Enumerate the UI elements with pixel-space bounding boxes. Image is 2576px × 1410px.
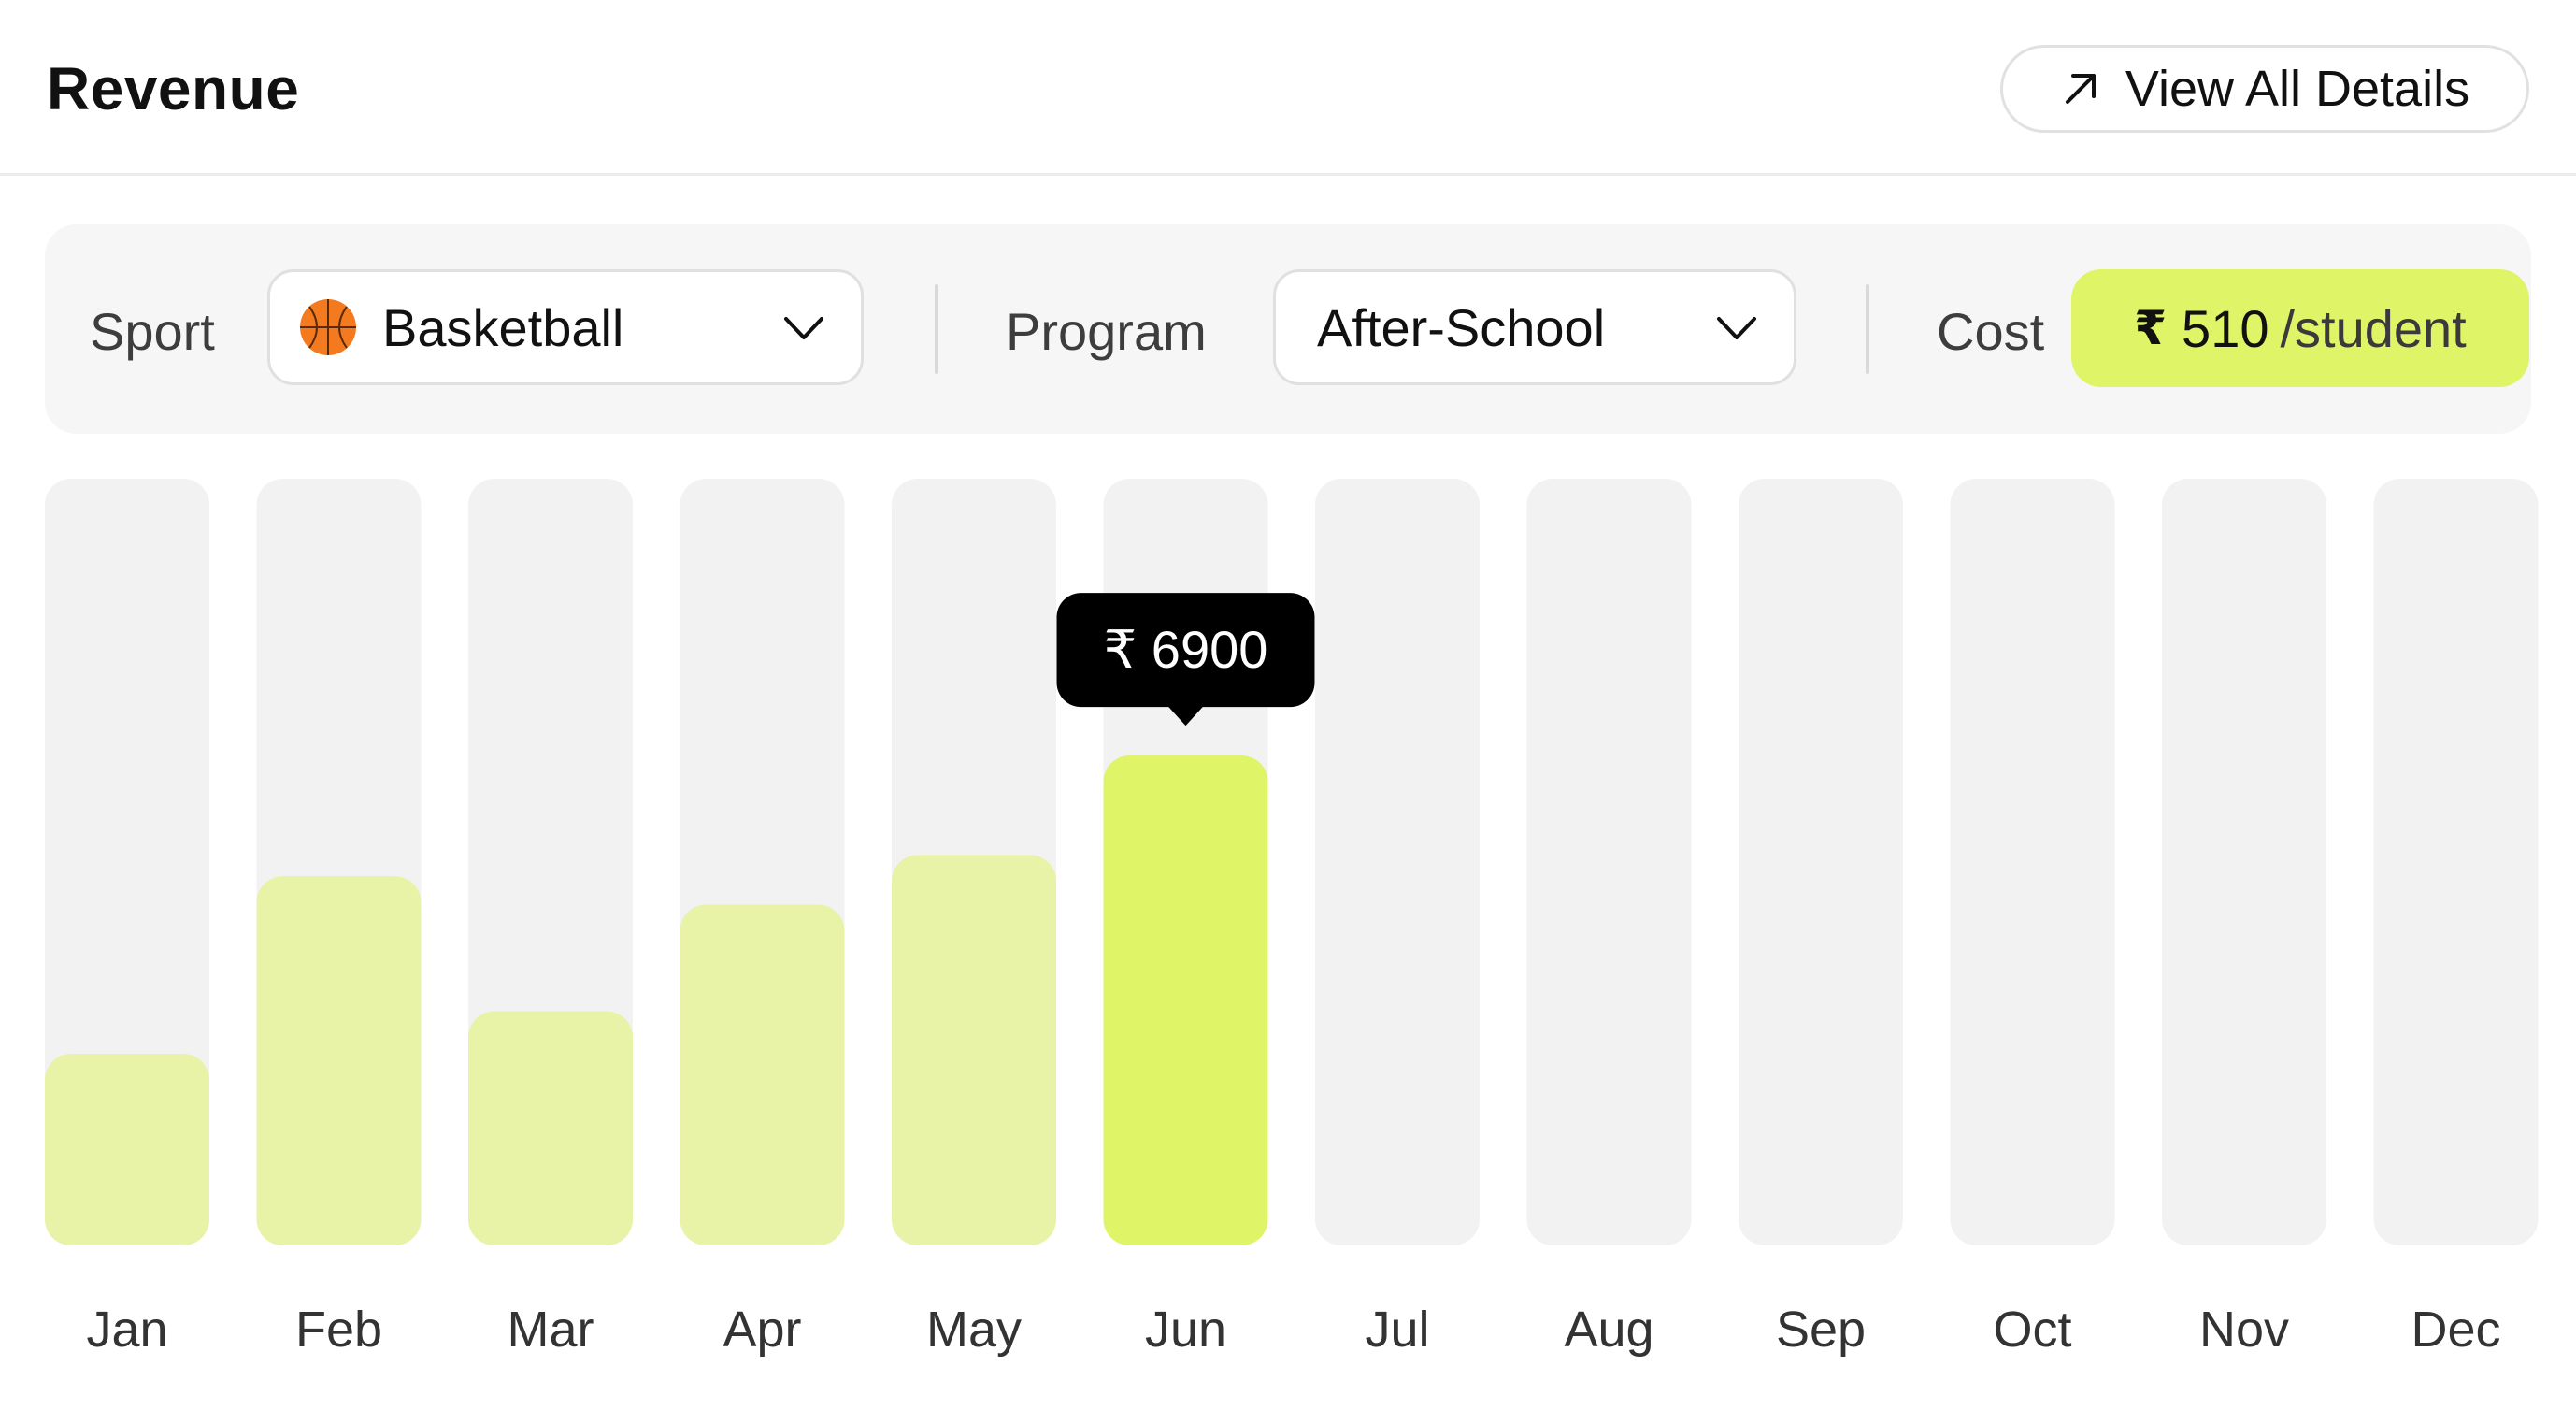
bar-may[interactable] (892, 855, 1056, 1245)
bar-track (1950, 479, 2115, 1245)
program-select-value: After-School (1317, 297, 1606, 357)
bar-feb[interactable] (256, 876, 422, 1245)
x-tick-label: Oct (1993, 1302, 2071, 1358)
x-tick-label: Feb (295, 1302, 382, 1358)
view-all-details-label: View All Details (2125, 61, 2470, 117)
x-tick-label: Aug (1564, 1302, 1653, 1358)
filter-divider (1866, 284, 1869, 374)
bar-jan[interactable] (45, 1054, 209, 1245)
x-tick-label: Mar (508, 1302, 594, 1358)
view-all-details-button[interactable]: View All Details (2000, 45, 2529, 133)
arrow-up-right-icon (2065, 74, 2096, 104)
x-tick-label: Jul (1365, 1302, 1429, 1358)
program-select[interactable]: After-School (1273, 269, 1796, 385)
filter-divider (935, 284, 938, 374)
value-tooltip: ₹ 6900 (1056, 593, 1315, 727)
x-tick-label: Dec (2411, 1302, 2500, 1358)
bar-track (2373, 479, 2539, 1245)
chevron-down-icon (1717, 317, 1756, 339)
bar-track (2162, 479, 2326, 1245)
x-tick-label: Sep (1776, 1302, 1866, 1358)
x-tick-label: Jan (86, 1302, 167, 1358)
x-tick-label: Jun (1145, 1302, 1226, 1358)
program-label: Program (1006, 302, 1207, 361)
basketball-icon (300, 299, 356, 355)
bar-apr[interactable] (680, 904, 845, 1245)
tooltip-value: ₹ 6900 (1104, 620, 1268, 679)
chevron-down-icon (784, 317, 823, 339)
filter-bar: Sport Basketball Program After-School C (45, 224, 2531, 434)
cost-label: Cost (1937, 302, 2045, 361)
x-tick-label: Nov (2199, 1302, 2289, 1358)
cost-value: 510 (2182, 298, 2269, 358)
sport-label: Sport (90, 302, 215, 361)
bar-track (1526, 479, 1692, 1245)
sport-select[interactable]: Basketball (267, 269, 864, 385)
x-tick-label: May (926, 1302, 1022, 1358)
rupee-currency-symbol: ₹ (2134, 302, 2168, 354)
cost-unit: /student (2280, 298, 2467, 358)
bar-mar[interactable] (468, 1011, 633, 1245)
x-tick-label: Apr (723, 1302, 801, 1358)
page-title: Revenue (47, 55, 300, 122)
card-header: Revenue View All Details (0, 0, 2576, 176)
bar-jun[interactable] (1103, 755, 1268, 1245)
bar-track (1315, 479, 1480, 1245)
cost-per-student-badge: ₹ 510 /student (2071, 269, 2529, 387)
bar-track (1739, 479, 1903, 1245)
sport-select-value: Basketball (382, 297, 624, 357)
